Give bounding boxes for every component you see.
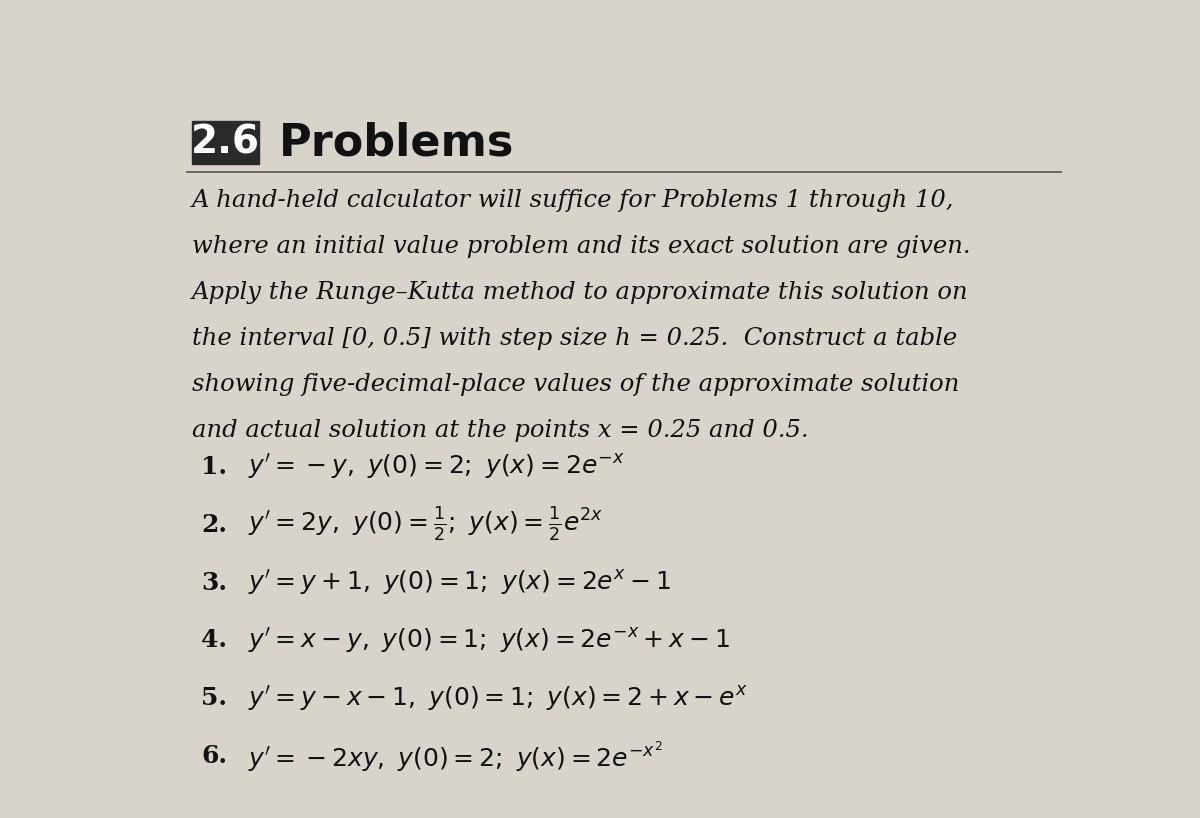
FancyBboxPatch shape	[192, 121, 259, 164]
Text: 4.: 4.	[202, 628, 227, 653]
Text: 5.: 5.	[202, 686, 227, 710]
Text: $y' = 2y,\ y(0) = \frac{1}{2};\ y(x) = \frac{1}{2}e^{2x}$: $y' = 2y,\ y(0) = \frac{1}{2};\ y(x) = \…	[247, 506, 602, 543]
Text: $y' = -2xy,\ y(0) = 2;\ y(x) = 2e^{-x^2}$: $y' = -2xy,\ y(0) = 2;\ y(x) = 2e^{-x^2}…	[247, 739, 662, 774]
Text: Apply the Runge–Kutta method to approximate this solution on: Apply the Runge–Kutta method to approxim…	[192, 281, 968, 304]
Text: showing five-decimal-place values of the approximate solution: showing five-decimal-place values of the…	[192, 373, 959, 397]
Text: $y' = y - x - 1,\ y(0) = 1;\ y(x) = 2 + x - e^{x}$: $y' = y - x - 1,\ y(0) = 1;\ y(x) = 2 + …	[247, 684, 748, 713]
Text: 2.6: 2.6	[191, 124, 260, 162]
Text: and actual solution at the points x = 0.25 and 0.5.: and actual solution at the points x = 0.…	[192, 420, 809, 443]
Text: where an initial value problem and its exact solution are given.: where an initial value problem and its e…	[192, 236, 971, 258]
Text: $y' = y + 1,\ y(0) = 1;\ y(x) = 2e^{x} - 1$: $y' = y + 1,\ y(0) = 1;\ y(x) = 2e^{x} -…	[247, 568, 671, 597]
Text: $y' = x - y,\ y(0) = 1;\ y(x) = 2e^{-x} + x - 1$: $y' = x - y,\ y(0) = 1;\ y(x) = 2e^{-x} …	[247, 626, 730, 655]
Text: $y' = -y,\ y(0) = 2;\ y(x) = 2e^{-x}$: $y' = -y,\ y(0) = 2;\ y(x) = 2e^{-x}$	[247, 452, 624, 481]
Text: Problems: Problems	[280, 121, 515, 164]
Text: the interval [0, 0.5] with step size h = 0.25.  Construct a table: the interval [0, 0.5] with step size h =…	[192, 327, 958, 350]
Text: A hand-held calculator will suffice for Problems 1 through 10,: A hand-held calculator will suffice for …	[192, 190, 954, 213]
Text: 2.: 2.	[202, 513, 227, 537]
Text: 6.: 6.	[202, 744, 227, 768]
Text: 3.: 3.	[202, 570, 227, 595]
Text: 1.: 1.	[202, 455, 227, 479]
